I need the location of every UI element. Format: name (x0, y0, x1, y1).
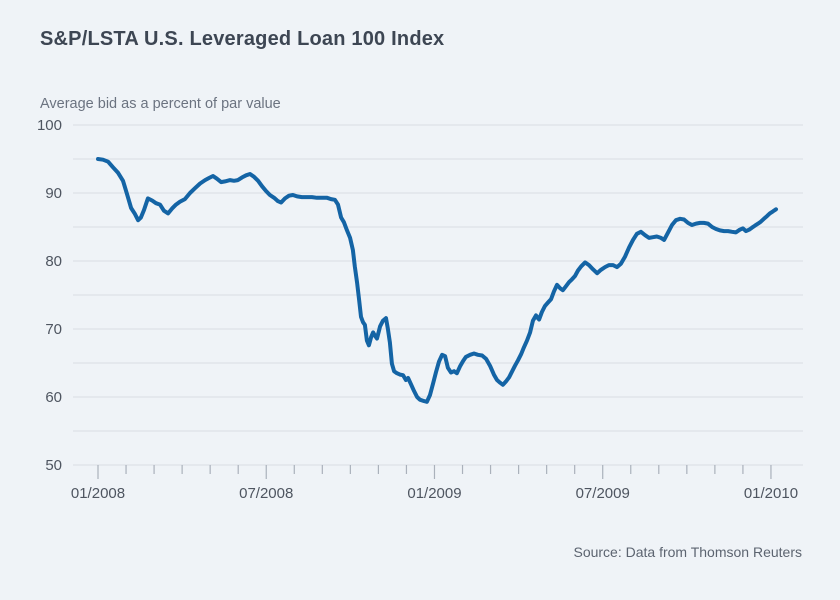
y-axis-label: 90 (45, 185, 62, 202)
y-axis-label: 70 (45, 321, 62, 338)
chart-title: S&P/LSTA U.S. Leveraged Loan 100 Index (40, 28, 445, 50)
data-series-line (96, 157, 778, 404)
x-axis-label: 01/2010 (744, 485, 798, 502)
x-axis-label: 01/2008 (71, 485, 125, 502)
y-axis-label: 60 (45, 389, 62, 406)
x-axis-label: 07/2009 (576, 485, 630, 502)
y-axis-label: 50 (45, 457, 62, 474)
y-axis-label: 80 (45, 253, 62, 270)
y-axis-label: 100 (37, 117, 62, 134)
y-axis-caption: Average bid as a percent of par value (40, 96, 281, 112)
x-axis-label: 07/2008 (239, 485, 293, 502)
source-note: Source: Data from Thomson Reuters (573, 544, 802, 560)
x-axis-label: 01/2009 (407, 485, 461, 502)
